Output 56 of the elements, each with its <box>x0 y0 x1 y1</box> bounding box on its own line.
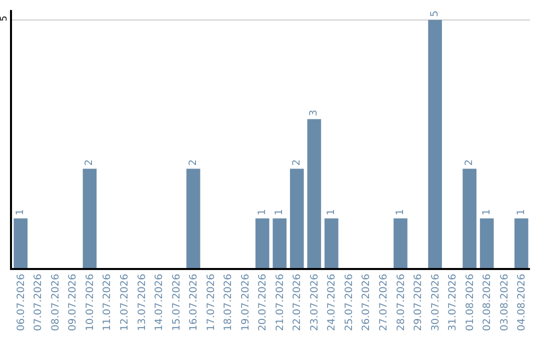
data-label: 3 <box>308 110 320 116</box>
bar <box>462 168 476 268</box>
x-tick-label: 31.07.2026 <box>448 274 459 332</box>
x-tick-label: 26.07.2026 <box>361 274 372 332</box>
x-tick-label: 27.07.2026 <box>378 274 390 332</box>
x-tick-label: 03.08.2026 <box>499 274 510 332</box>
x-tick-label: 13.07.2026 <box>136 274 148 332</box>
data-label: 2 <box>464 159 476 166</box>
x-tick-label: 30.07.2026 <box>430 274 442 332</box>
bar <box>82 168 97 268</box>
data-label: 1 <box>326 209 337 216</box>
data-label: 1 <box>516 209 527 216</box>
x-tick-label: 25.07.2026 <box>344 274 355 332</box>
bar <box>186 168 200 268</box>
data-label: 1 <box>274 209 286 216</box>
x-tick-label: 21.07.2026 <box>274 274 286 332</box>
data-label: 2 <box>188 159 199 166</box>
data-label: 1 <box>256 209 268 216</box>
x-tick-label: 08.07.2026 <box>50 274 62 332</box>
data-label: 2 <box>84 159 96 166</box>
bar <box>480 218 494 268</box>
data-label: 1 <box>395 209 406 216</box>
data-label: 1 <box>481 209 492 216</box>
data-label: 5 <box>430 10 441 17</box>
x-tick-label: 22.07.2026 <box>292 274 304 332</box>
bar <box>255 218 270 268</box>
bar <box>428 20 442 268</box>
x-tick-label: 12.07.2026 <box>119 274 130 332</box>
x-tick-label: 06.07.2026 <box>16 274 27 332</box>
x-tick-label: 15.07.2026 <box>171 274 182 332</box>
x-tick-label: 18.07.2026 <box>223 274 234 332</box>
bar <box>14 218 28 268</box>
x-tick-label: 17.07.2026 <box>206 274 217 332</box>
x-tick-label: 29.07.2026 <box>413 274 424 332</box>
x-tick-label: 04.08.2026 <box>516 274 528 332</box>
x-tick-label: 14.07.2026 <box>154 274 166 332</box>
x-tick-label: 28.07.2026 <box>396 274 407 332</box>
x-tick-label: 02.08.2026 <box>482 274 494 332</box>
data-label: 2 <box>291 159 302 166</box>
x-tick-label: 01.08.2026 <box>464 274 476 332</box>
bar <box>307 119 322 268</box>
x-tick-label: 09.07.2026 <box>68 274 79 332</box>
x-tick-label: 10.07.2026 <box>84 274 96 332</box>
bar <box>394 218 408 268</box>
bar <box>514 218 528 268</box>
bar <box>290 168 304 268</box>
x-tick-label: 23.07.2026 <box>309 274 320 332</box>
bar <box>272 218 287 268</box>
x-tick-label: 24.07.2026 <box>326 274 338 332</box>
x-tick-label: 20.07.2026 <box>258 274 269 332</box>
x-tick-label: 11.07.2026 <box>102 274 114 332</box>
x-tick-label: 07.07.2026 <box>33 274 44 332</box>
x-tick-label: 19.07.2026 <box>240 274 252 332</box>
data-label: 1 <box>15 209 26 216</box>
x-tick-label: 16.07.2026 <box>188 274 200 332</box>
bar <box>324 218 338 268</box>
